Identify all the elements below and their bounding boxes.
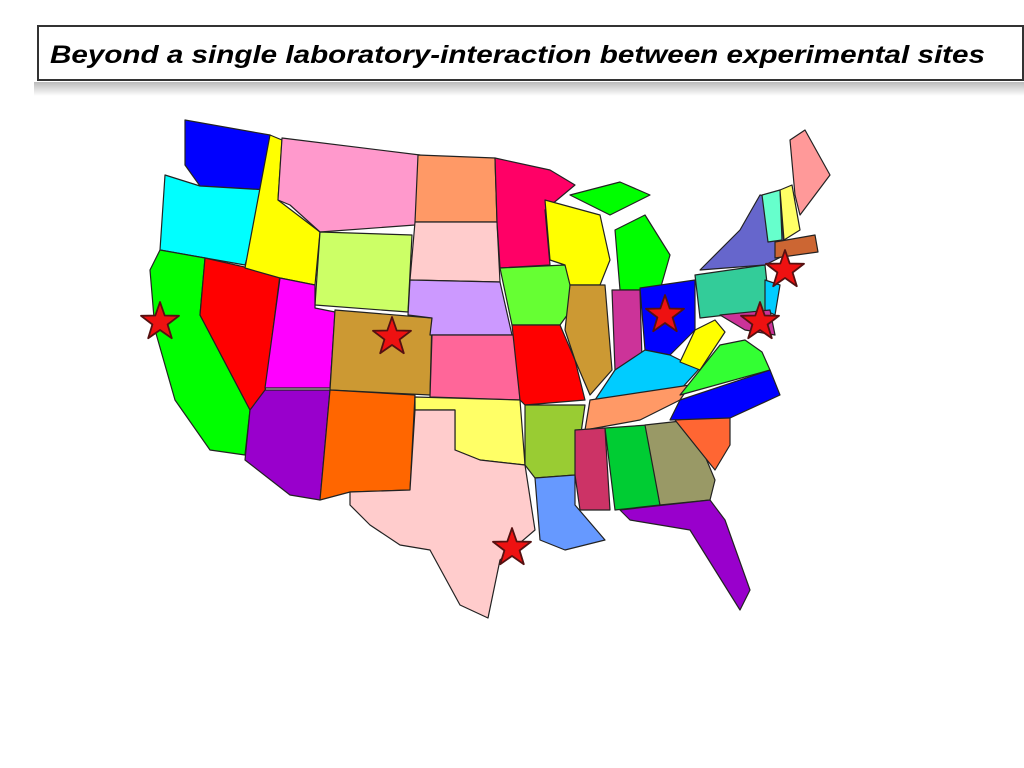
title-shadow bbox=[34, 82, 1024, 96]
slide-title: Beyond a single laboratory-interaction b… bbox=[50, 41, 985, 69]
us-map bbox=[149, 119, 831, 619]
title-box bbox=[37, 25, 1024, 81]
